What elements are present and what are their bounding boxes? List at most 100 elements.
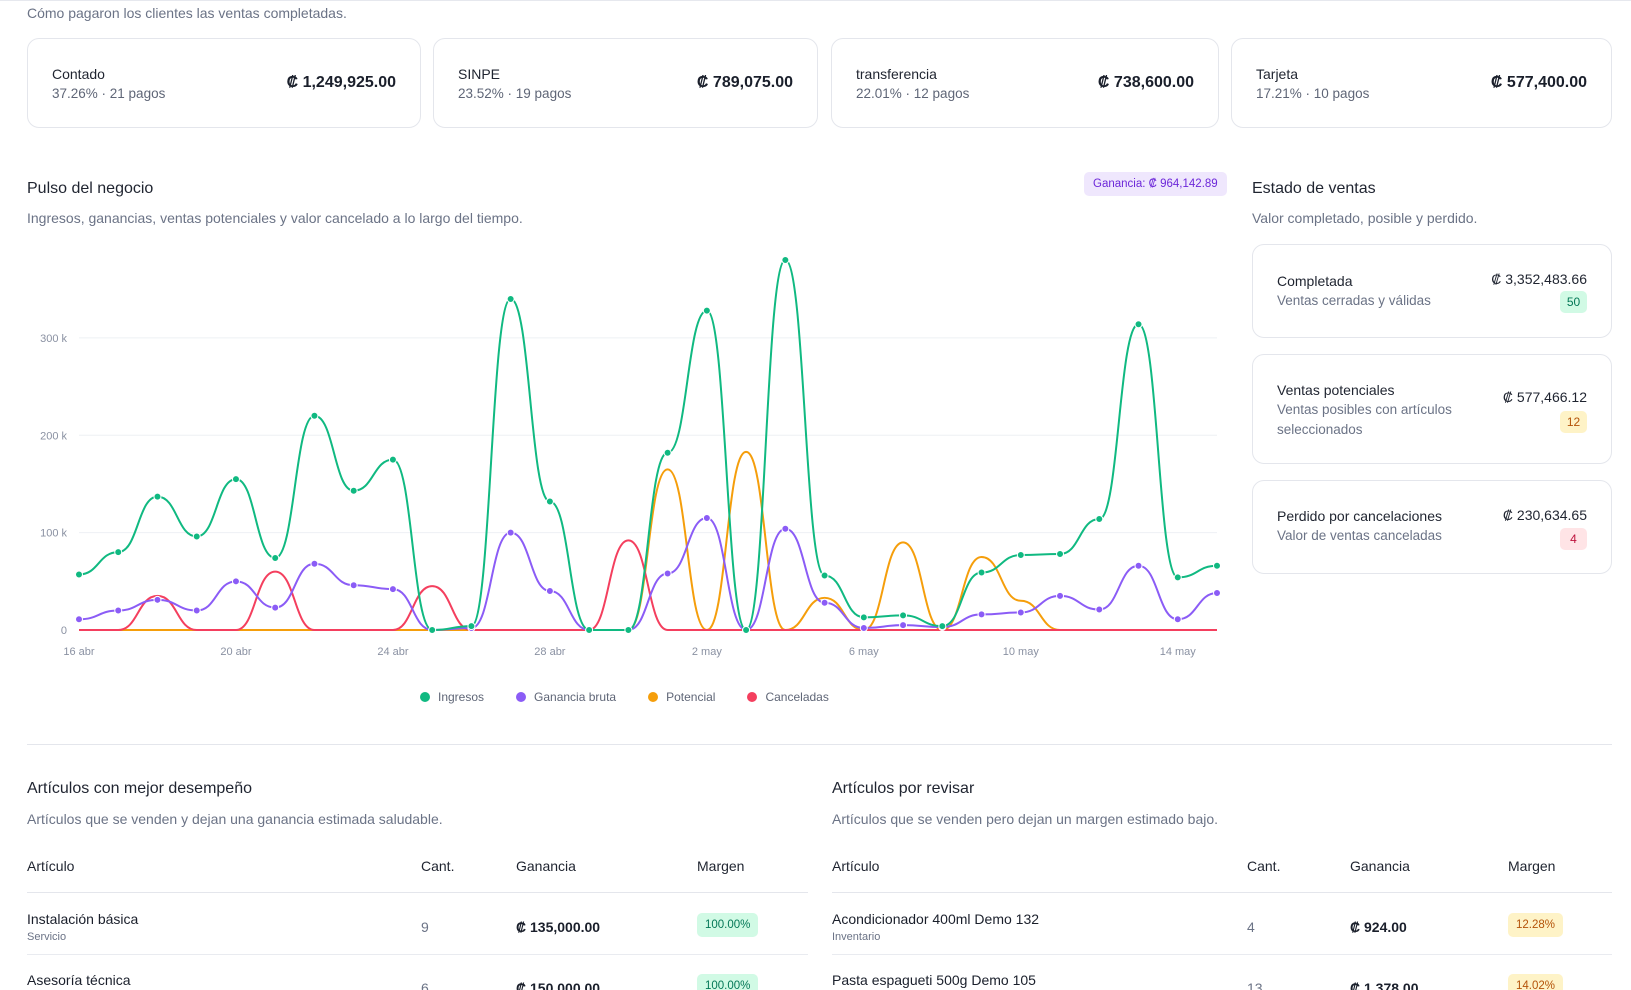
legend-dot	[747, 692, 758, 702]
item-profit: ₡ 924.00	[1350, 919, 1407, 935]
status-count-badge: 50	[1560, 291, 1587, 313]
header-divider	[27, 892, 808, 893]
data-point	[349, 581, 358, 590]
column-header-profit[interactable]: Ganancia	[516, 858, 576, 874]
data-point	[114, 548, 123, 557]
data-point	[1134, 320, 1143, 329]
legend-label: Ingresos	[438, 690, 485, 704]
data-point	[1213, 561, 1221, 570]
data-point	[506, 294, 515, 303]
status-count-badge: 12	[1560, 411, 1587, 433]
data-point	[192, 606, 201, 615]
table-row[interactable]: Acondicionador 400ml Demo 132 Inventario…	[832, 893, 1612, 955]
data-point	[899, 611, 908, 620]
data-point	[231, 577, 240, 586]
legend-dot	[648, 692, 659, 702]
data-point	[271, 603, 280, 612]
item-name: Instalación básica	[27, 911, 139, 927]
data-point	[153, 595, 162, 604]
item-profit: ₡ 150,000.00	[516, 980, 601, 990]
status-card-title: Completada	[1277, 273, 1353, 289]
item-qty: 4	[1247, 919, 1255, 935]
status-card-canceladas[interactable]: Perdido por cancelaciones Valor de venta…	[1252, 480, 1612, 574]
item-qty: 9	[421, 919, 429, 935]
legend-item-ingresos[interactable]: Ingresos	[420, 689, 484, 705]
series-line-potencial	[79, 450, 1217, 632]
data-point	[1056, 591, 1065, 600]
item-profit: ₡ 1,378.00	[1350, 980, 1419, 990]
y-tick-label: 300 k	[40, 333, 67, 345]
data-point	[820, 571, 829, 580]
data-point	[1056, 550, 1065, 559]
data-point	[271, 553, 280, 562]
column-header-item[interactable]: Artículo	[832, 858, 880, 874]
row-divider	[27, 954, 808, 955]
legend-item-potencial[interactable]: Potencial	[648, 689, 715, 705]
column-header-qty[interactable]: Cant.	[1247, 858, 1281, 874]
top-divider	[0, 0, 1631, 1]
payment-method-meta: 37.26% · 21 pagos	[52, 86, 166, 101]
data-point	[820, 598, 829, 607]
column-header-qty[interactable]: Cant.	[421, 858, 455, 874]
payment-method-name: Contado	[52, 66, 105, 82]
data-point	[388, 585, 397, 594]
x-tick-label: 14 may	[1160, 646, 1197, 658]
payment-method-name: SINPE	[458, 66, 501, 82]
legend-label: Ganancia bruta	[534, 690, 617, 704]
data-point	[1173, 573, 1182, 582]
payment-card-sinpe[interactable]: SINPE 23.52% · 19 pagos ₡ 789,075.00	[433, 38, 818, 128]
item-qty: 6	[421, 980, 429, 990]
data-point	[231, 475, 240, 484]
data-point	[663, 569, 672, 578]
row-divider	[832, 954, 1612, 955]
x-tick-label: 24 abr	[377, 646, 409, 658]
data-point	[506, 528, 515, 537]
data-point	[663, 448, 672, 457]
data-point	[388, 455, 397, 464]
status-card-completada[interactable]: Completada Ventas cerradas y válidas ₡ 3…	[1252, 244, 1612, 338]
business-pulse-chart: 0 100 k 200 k 300 k 16 abr 20 abr 24 abr 28 abr…	[27, 238, 1222, 658]
margin-badge: 14.02%	[1508, 974, 1564, 990]
data-point	[977, 568, 986, 577]
payment-card-contado[interactable]: Contado 37.26% · 21 pagos ₡ 1,249,925.00	[27, 38, 421, 128]
y-tick-label: 100 k	[40, 528, 67, 540]
payment-methods-description: Cómo pagaron los clientes las ventas com…	[27, 5, 347, 21]
item-name: Asesoría técnica	[27, 972, 131, 988]
data-point	[781, 524, 790, 533]
payment-card-tarjeta[interactable]: Tarjeta 17.21% · 10 pagos ₡ 577,400.00	[1231, 38, 1612, 128]
table-row[interactable]: Instalación básica Servicio 9 ₡ 135,000.…	[27, 893, 808, 955]
table-row[interactable]: Pasta espagueti 500g Demo 105 Inventario…	[832, 954, 1612, 990]
column-header-profit[interactable]: Ganancia	[1350, 858, 1410, 874]
data-point	[1095, 515, 1104, 523]
payment-method-amount: ₡ 789,075.00	[696, 74, 793, 91]
data-point	[75, 570, 83, 579]
x-tick-label: 28 abr	[534, 646, 566, 658]
data-point	[428, 626, 437, 634]
data-point	[1095, 605, 1104, 614]
status-card-amount: ₡ 230,634.65	[1502, 507, 1587, 523]
column-header-item[interactable]: Artículo	[27, 858, 75, 874]
status-title: Estado de ventas	[1252, 180, 1376, 197]
legend-item-ganancia-bruta[interactable]: Ganancia bruta	[516, 689, 616, 705]
column-header-margin[interactable]: Margen	[1508, 858, 1556, 874]
payment-card-transferencia[interactable]: transferencia 22.01% · 12 pagos ₡ 738,60…	[831, 38, 1219, 128]
item-type: Servicio	[27, 931, 67, 943]
status-count-badge: 4	[1560, 528, 1587, 550]
status-card-amount: ₡ 3,352,483.66	[1491, 271, 1587, 287]
data-point	[114, 606, 123, 615]
status-card-potenciales[interactable]: Ventas potenciales Ventas posibles con a…	[1252, 354, 1612, 464]
data-point	[781, 256, 790, 264]
data-point	[1016, 608, 1025, 617]
data-point	[938, 622, 947, 631]
data-point	[742, 626, 751, 634]
payment-method-meta: 22.01% · 12 pagos	[856, 86, 970, 101]
item-qty: 13	[1247, 980, 1263, 990]
x-tick-label: 20 abr	[220, 646, 252, 658]
review-items-title: Artículos por revisar	[832, 780, 975, 797]
data-point	[310, 559, 319, 568]
legend-item-canceladas[interactable]: Canceladas	[747, 689, 829, 705]
column-header-margin[interactable]: Margen	[697, 858, 745, 874]
data-point	[899, 621, 908, 630]
y-tick-label: 200 k	[40, 430, 67, 442]
table-row[interactable]: Asesoría técnica Servicio 6 ₡ 150,000.00…	[27, 954, 808, 990]
